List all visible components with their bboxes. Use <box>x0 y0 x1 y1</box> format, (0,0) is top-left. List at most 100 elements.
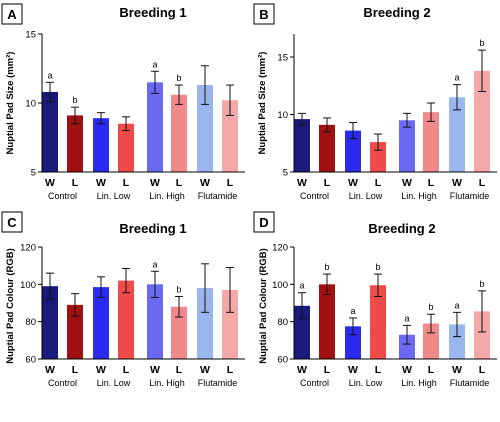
panel-d-tick-label-lin-high-w: W <box>402 364 412 376</box>
panel-b-sig-label-flutamide-l: b <box>479 38 484 48</box>
panel-b-ytick-label-1: 10 <box>277 110 288 121</box>
panel-c-bar-lin-low-l <box>118 280 134 359</box>
panel-a-ytick-label-2: 15 <box>25 30 36 41</box>
panel-b-group-label-lin-low: Lin. Low <box>349 191 383 201</box>
panel-b-ytick-label-0: 5 <box>283 168 288 179</box>
panel-c-group-label-control: Control <box>48 378 77 388</box>
panel-a-tick-label-lin-high-l: L <box>176 177 183 189</box>
panel-d-ytick-label-2: 100 <box>272 280 288 291</box>
panel-a-title: Breeding 1 <box>119 5 186 20</box>
panel-c-tick-label-lin-high-w: W <box>150 364 160 376</box>
panel-a-plot: a Wb L W La Wb L W L 5 10 15 Control Lin. Low Lin. Hig… <box>25 30 245 201</box>
panel-a-bar-control-w <box>42 91 58 172</box>
panel-a-bar-flutamide-l <box>222 100 238 172</box>
panel-a-tick-label-flutamide-w: W <box>200 177 210 189</box>
panel-b-bar-flutamide-w <box>449 97 465 172</box>
panel-c-ytick-label-0: 60 <box>25 355 36 366</box>
panel-b-letter-box <box>253 3 275 25</box>
panel-b-tick-label-lin-low-l: L <box>375 177 382 189</box>
panel-b-bar-flutamide-l <box>474 70 490 172</box>
panel-d-bar-control-l <box>319 284 335 359</box>
panel-d-sig-label-control-w: a <box>299 281 304 291</box>
panel-b-tick-label-flutamide-w: W <box>452 177 462 189</box>
panel-d-letter-box <box>253 211 275 233</box>
panel-c-tick-label-lin-low-w: W <box>96 364 106 376</box>
panel-a-letter-box <box>1 3 23 25</box>
panel-d-group-label-control: Control <box>300 378 329 388</box>
panel-a-tick-label-control-l: L <box>72 177 79 189</box>
panel-d-bar-lin-high-w <box>399 334 415 359</box>
panel-c-bar-flutamide-l <box>222 289 238 359</box>
panel-c-bar-lin-high-w <box>147 284 163 359</box>
panel-c-bar-flutamide-w <box>197 288 213 359</box>
panel-c-ytick-label-3: 120 <box>20 243 36 254</box>
panel-a-ylabel: Nuptial Pad Size (mm²) <box>5 52 16 155</box>
panel-b-plot: W L W L W La Wb L 5 10 15 Control Lin. Low Lin. High F… <box>277 34 497 201</box>
panel-b-tick-label-lin-low-w: W <box>348 177 358 189</box>
panel-d-group-label-lin-high: Lin. High <box>401 378 437 388</box>
panel-b-group-label-lin-high: Lin. High <box>401 191 437 201</box>
panel-c-group-label-lin-low: Lin. Low <box>97 378 131 388</box>
panel-c-bar-lin-high-l <box>171 306 187 359</box>
panel-d: D Breeding 2 Nuptial Pad Colour (RGB) a W… <box>253 211 497 388</box>
panel-a-bar-lin-high-l <box>171 94 187 172</box>
panel-a-bar-lin-low-l <box>118 123 134 172</box>
panel-a-group-label-control: Control <box>48 191 77 201</box>
panel-d-plot: a Wb La Wb La Wb La Wb L 60 80 100 120 Control Lin. Lo… <box>272 243 497 388</box>
panel-a-ytick-label-1: 10 <box>25 99 36 110</box>
panel-c-sig-label-lin-high-l: b <box>176 284 181 294</box>
panel-d-tick-label-control-w: W <box>297 364 307 376</box>
panel-c-group-label-flutamide: Flutamide <box>198 378 238 388</box>
panel-a-sig-label-lin-high-w: a <box>152 59 157 69</box>
panel-c-bar-lin-low-w <box>93 287 109 359</box>
panel-d-sig-label-flutamide-w: a <box>454 300 459 310</box>
panel-c-tick-label-control-l: L <box>72 364 79 376</box>
panel-c-tick-label-flutamide-l: L <box>227 364 234 376</box>
panel-d-bar-lin-low-l <box>370 285 386 359</box>
panel-b-group-label-flutamide: Flutamide <box>450 191 490 201</box>
panel-a-bar-control-l <box>67 115 83 172</box>
panel-b-bar-lin-low-w <box>345 130 361 172</box>
panel-d-tick-label-lin-low-w: W <box>348 364 358 376</box>
panel-b-tick-label-flutamide-l: L <box>479 177 486 189</box>
panel-b-title: Breeding 2 <box>363 5 430 20</box>
panel-c-tick-label-lin-high-l: L <box>176 364 183 376</box>
panel-d-ytick-label-1: 80 <box>277 317 288 328</box>
panel-d-letter: D <box>259 215 268 230</box>
panel-a-sig-label-control-w: a <box>47 70 52 80</box>
panel-c-title: Breeding 1 <box>119 221 186 236</box>
panel-b-sig-label-flutamide-w: a <box>454 73 459 83</box>
panel-a-sig-label-lin-high-l: b <box>176 73 181 83</box>
panel-c-tick-label-lin-low-l: L <box>123 364 130 376</box>
panel-a-tick-label-lin-low-l: L <box>123 177 130 189</box>
panel-c-letter-box <box>1 211 23 233</box>
panel-b-bar-lin-high-l <box>423 112 439 172</box>
panel-a-bar-lin-high-w <box>147 82 163 172</box>
panel-a-bar-lin-low-w <box>93 118 109 172</box>
panel-d-tick-label-flutamide-w: W <box>452 364 462 376</box>
panel-d-group-label-lin-low: Lin. Low <box>349 378 383 388</box>
panel-a-bar-flutamide-w <box>197 85 213 172</box>
panel-a-letter: A <box>7 7 17 22</box>
panel-b-bar-lin-high-w <box>399 120 415 172</box>
panel-d-ylabel: Nuptial Pad Colour (RGB) <box>258 248 269 364</box>
panel-b-tick-label-control-l: L <box>324 177 331 189</box>
panel-b-tick-label-control-w: W <box>297 177 307 189</box>
panel-d-sig-label-lin-low-l: b <box>375 262 380 272</box>
panel-b-tick-label-lin-high-w: W <box>402 177 412 189</box>
panel-a: A Breeding 1 Nuptial Pad Size (mm²) a Wb L… <box>1 3 245 201</box>
panel-b-tick-label-lin-high-l: L <box>428 177 435 189</box>
panel-d-sig-label-lin-low-w: a <box>350 306 355 316</box>
panel-a-group-label-lin-high: Lin. High <box>149 191 185 201</box>
panel-a-ytick-label-0: 5 <box>31 168 36 179</box>
panel-d-bar-flutamide-l <box>474 311 490 359</box>
panel-b-bar-lin-low-l <box>370 142 386 172</box>
panel-b-letter: B <box>259 7 268 22</box>
panel-d-title: Breeding 2 <box>368 221 435 236</box>
panel-c-sig-label-lin-high-w: a <box>152 259 157 269</box>
panel-d-ytick-label-0: 60 <box>277 355 288 366</box>
panel-d-bar-flutamide-w <box>449 324 465 359</box>
panel-d-ytick-label-3: 120 <box>272 243 288 254</box>
